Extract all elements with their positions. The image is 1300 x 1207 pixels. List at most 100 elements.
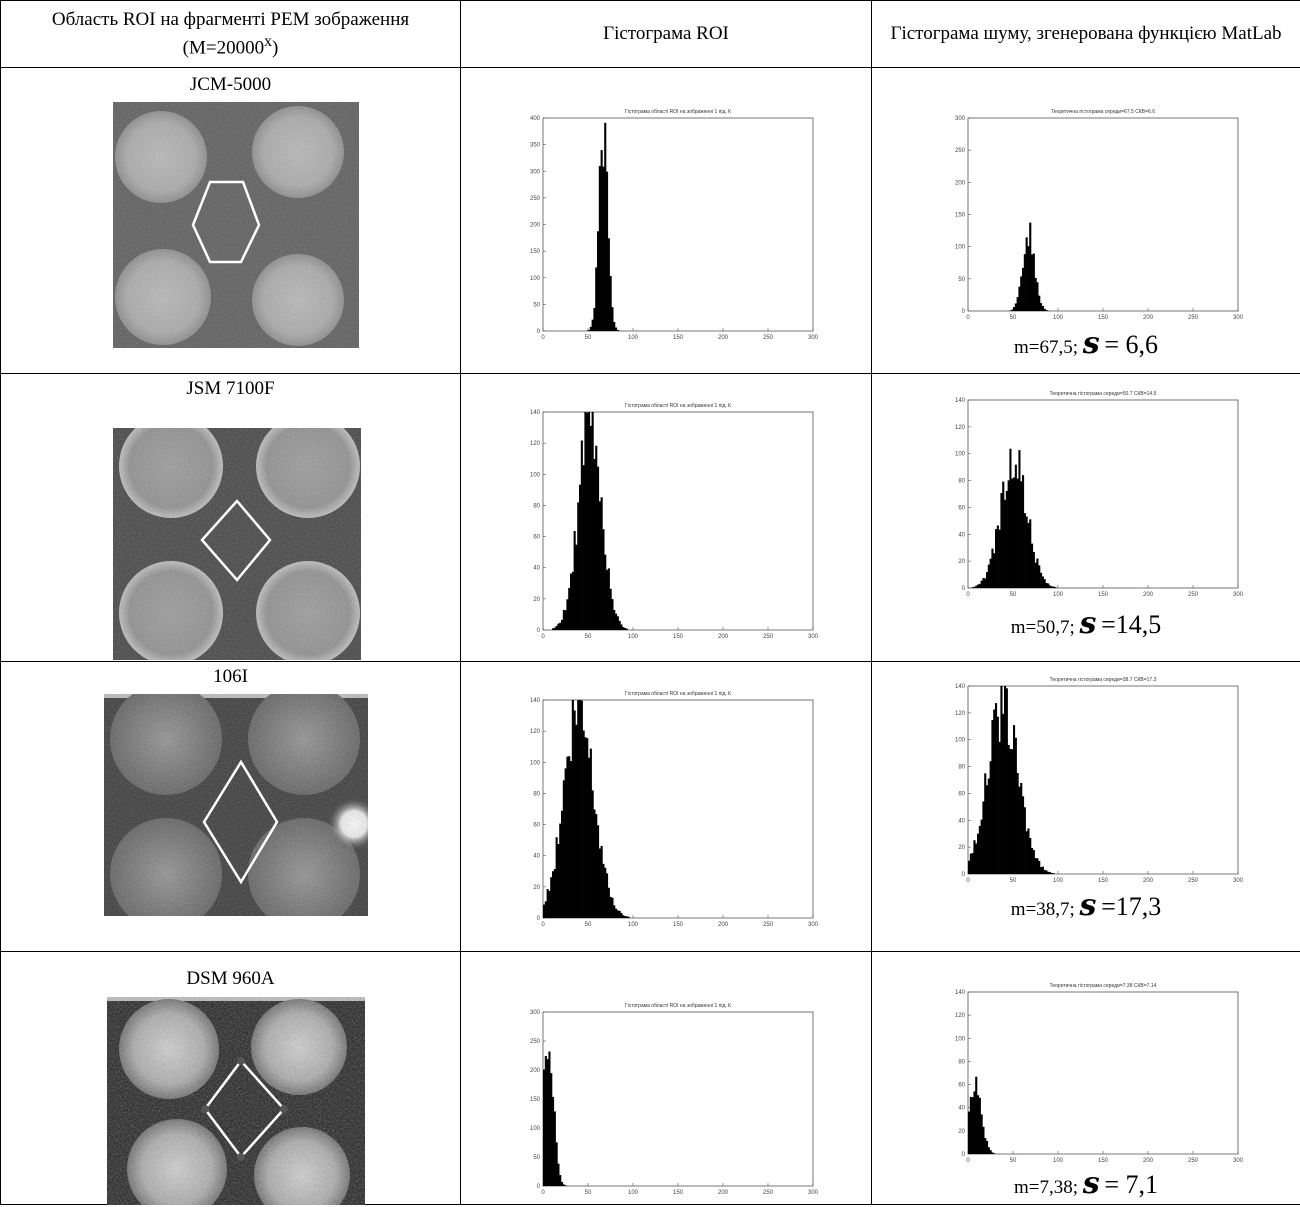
histogram-bar (615, 613, 618, 630)
histogram-bar (600, 497, 603, 630)
histogram-bar (559, 823, 562, 918)
x-tick-label: 150 (1098, 592, 1109, 598)
histogram-bar (553, 627, 556, 630)
x-tick-label: 0 (966, 878, 970, 884)
histogram-bar (1041, 306, 1044, 311)
histogram-bar (969, 1096, 972, 1154)
histogram-bar (987, 564, 990, 588)
histogram-bar (969, 853, 972, 874)
histogram-bar (591, 412, 594, 630)
histogram-bar (591, 319, 594, 331)
histogram-bar (989, 1150, 992, 1154)
histogram-bar (1038, 565, 1041, 588)
histogram-bar (573, 531, 576, 630)
histogram-bar (1032, 850, 1035, 874)
histogram-bar (1043, 308, 1046, 311)
histogram-bar (982, 578, 985, 588)
histogram-bar (559, 622, 562, 630)
histogram-bar (993, 553, 996, 588)
histogram-bar (1038, 860, 1041, 874)
histogram-bar (975, 585, 978, 588)
sigma-symbol: s (1082, 1166, 1100, 1201)
histogram-bar (1027, 246, 1030, 311)
histogram-bar (1032, 551, 1035, 588)
histogram-bar (1025, 237, 1028, 311)
noise-histogram-chart: Теоретична гістограма середи=50.7 СКВ=14… (955, 391, 1244, 598)
y-tick-label: 200 (530, 1068, 541, 1074)
histogram-bar (1014, 303, 1017, 311)
histogram-bar (991, 1152, 994, 1154)
histogram-bar (604, 122, 607, 331)
x-tick-label: 50 (1010, 1158, 1017, 1164)
y-tick-label: 250 (530, 196, 541, 202)
x-tick-label: 200 (1143, 878, 1154, 884)
x-tick-label: 300 (1233, 878, 1244, 884)
table-row: JSM 7100F Гістограма області ROI на зобр… (0, 373, 1300, 662)
mean-value: m=50,7; (1010, 617, 1075, 638)
y-tick-label: 80 (958, 765, 965, 771)
roi-histogram-cell: Гістограма області ROI на зображенні 1 п… (460, 661, 872, 952)
header-row: Область ROI на фрагменті РЕМ зображення … (0, 0, 1300, 68)
y-tick-label: 120 (530, 729, 541, 735)
histogram-bar (591, 790, 594, 918)
noise-histogram-chart: Теоретична гістограма середи=7.38 СКВ=7.… (955, 983, 1244, 1164)
noise-stats: m=67,5; s = 6,6 (872, 326, 1300, 361)
histogram-bar (609, 896, 612, 918)
roi-histogram-cell: Гістограма області ROI на зображенні 1 п… (460, 951, 872, 1205)
histogram-bar (1040, 572, 1043, 588)
histogram-bar (561, 1181, 564, 1186)
histogram-bar (543, 1069, 546, 1186)
x-tick-label: 150 (673, 634, 684, 640)
histogram-bar (561, 810, 564, 918)
x-tick-label: 0 (541, 922, 545, 928)
histogram-bar (1050, 872, 1053, 874)
mean-value: m=67,5; (1013, 337, 1078, 358)
y-tick-label: 140 (955, 990, 966, 996)
histogram-bar (998, 741, 1001, 874)
histogram-bar (1032, 253, 1035, 311)
histogram-bar (553, 869, 556, 918)
x-tick-label: 150 (1098, 878, 1109, 884)
x-tick-label: 250 (1188, 878, 1199, 884)
histogram-bar (588, 412, 591, 630)
y-tick-label: 250 (530, 1039, 541, 1045)
x-tick-label: 50 (1010, 592, 1017, 598)
x-tick-label: 50 (1010, 878, 1017, 884)
x-tick-label: 100 (1053, 315, 1064, 321)
histogram-bar (555, 837, 558, 918)
x-tick-label: 100 (628, 1190, 639, 1196)
histogram-bar (618, 910, 621, 918)
histogram-bar (593, 809, 596, 918)
histogram-bar (604, 867, 607, 918)
y-tick-label: 0 (962, 1152, 966, 1158)
histogram-bar (1016, 773, 1019, 874)
x-tick-label: 250 (1188, 1158, 1199, 1164)
x-tick-label: 250 (763, 922, 774, 928)
histogram-bar (571, 571, 574, 630)
histogram-bar (1004, 499, 1007, 588)
histogram-bar (1047, 583, 1050, 588)
histogram-bar (1031, 543, 1034, 588)
histogram-bar (1027, 523, 1030, 588)
histogram-bar (971, 587, 974, 588)
roi-histogram-cell: Гістограма області ROI на зображенні 1 п… (460, 373, 872, 662)
histogram-bar (1009, 310, 1012, 311)
histogram-bar (613, 321, 616, 331)
histogram-bar (980, 580, 983, 588)
x-tick-label: 250 (1188, 315, 1199, 321)
y-tick-label: 20 (533, 597, 540, 603)
histogram-bar (1023, 807, 1026, 874)
histogram-bar (602, 529, 605, 630)
y-tick-label: 140 (530, 698, 541, 704)
histogram-bar (555, 625, 558, 630)
histogram-bar (1005, 688, 1008, 874)
histogram-bar (616, 329, 619, 331)
histogram-bar (1016, 478, 1019, 588)
x-tick-label: 100 (1053, 1158, 1064, 1164)
histogram-bar (544, 901, 547, 918)
histogram-bar (600, 845, 603, 918)
histogram-bar (548, 890, 551, 918)
histogram-bar (604, 554, 607, 630)
histogram-bar (1054, 587, 1057, 588)
histogram-bar (615, 327, 618, 331)
